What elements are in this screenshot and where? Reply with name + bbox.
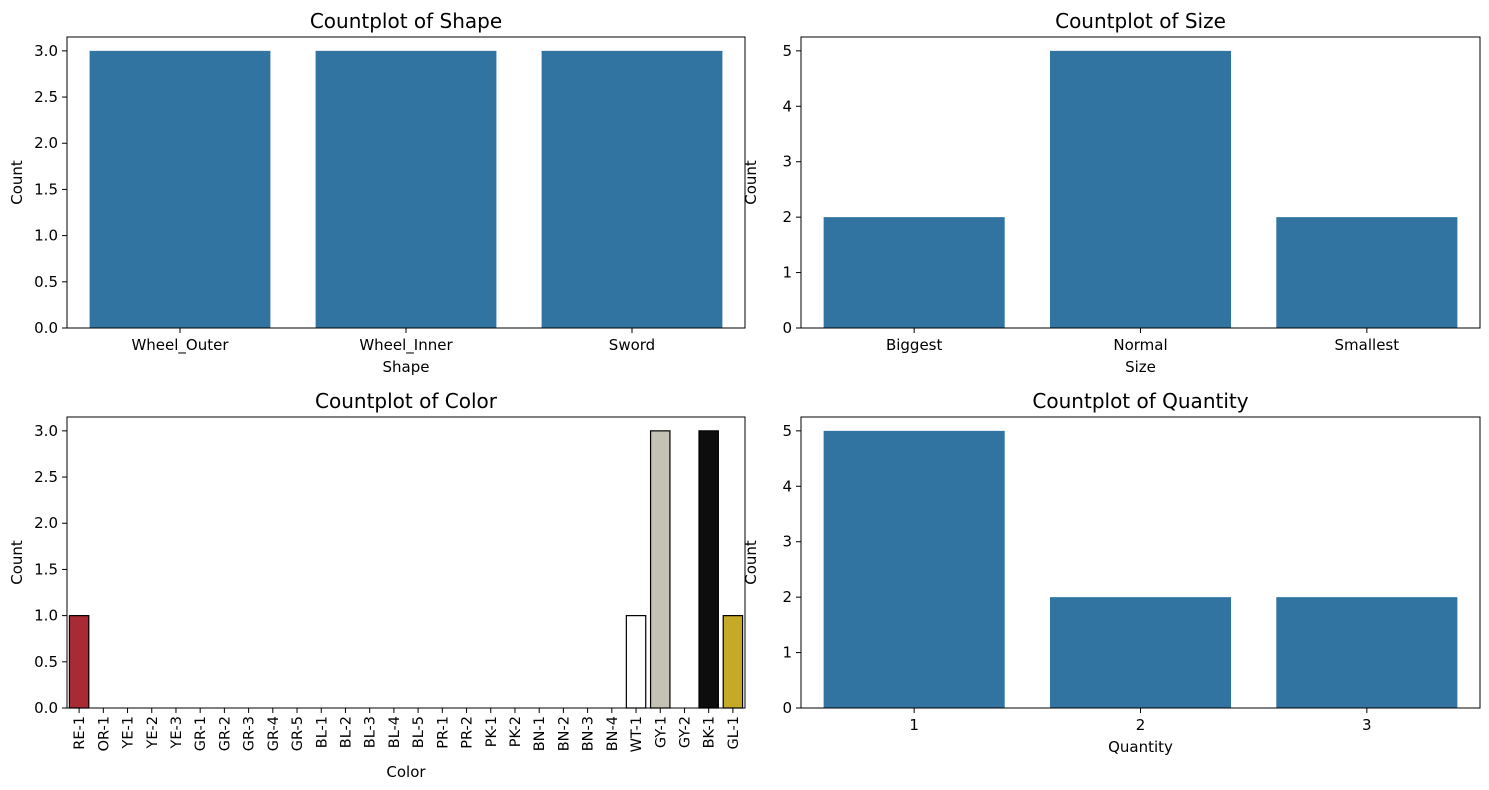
x-tick-label: PR-2 (460, 716, 476, 749)
x-tick-label: PK-2 (508, 716, 524, 747)
y-tick-label: 1.5 (34, 560, 58, 578)
y-tick-label: 3 (782, 533, 792, 551)
y-tick-label: 5 (782, 42, 792, 60)
x-axis-label: Quantity (1108, 738, 1173, 756)
bar-sword (541, 50, 723, 328)
y-axis-label: Count (8, 160, 26, 205)
x-tick-label: GR-1 (193, 716, 209, 751)
x-tick-label: Smallest (1335, 336, 1400, 354)
y-tick-label: 3 (782, 153, 792, 171)
bar-normal (1049, 50, 1232, 328)
x-tick-label: GR-5 (290, 716, 306, 751)
y-tick-label: 2.0 (34, 134, 58, 152)
bar-wheel-inner (315, 50, 497, 328)
x-tick-label: GY-1 (653, 716, 669, 748)
y-axis-label: Count (8, 540, 26, 585)
x-axis-label: Size (1125, 358, 1156, 376)
x-tick-label: Biggest (886, 336, 943, 354)
x-tick-label: WT-1 (629, 716, 645, 752)
y-tick-label: 0.0 (34, 319, 58, 337)
x-tick-label: YE-1 (121, 716, 137, 749)
x-tick-label: BL-2 (338, 716, 354, 748)
bar-gy-1 (649, 430, 671, 709)
y-tick-label: 3.0 (34, 422, 58, 440)
bar-bk-1 (698, 430, 719, 709)
bar-1 (823, 430, 1005, 708)
chart-title: Countplot of Quantity (1032, 389, 1248, 413)
chart-panel-3: 0.0 0.5 1.0 1.5 2.0 2.5 3.0 RE-1 OR-1 YE-1 YE-2 YE-… (8, 389, 746, 781)
y-tick-label: 0 (782, 319, 792, 337)
y-tick-label: 1 (782, 264, 792, 282)
x-tick-label: Wheel_Inner (359, 336, 453, 355)
x-tick-label: OR-1 (96, 716, 112, 751)
y-tick-label: 2 (782, 208, 792, 226)
x-axis-label: Color (386, 763, 426, 781)
x-tick-label: 3 (1362, 716, 1372, 734)
y-tick-label: 2.5 (34, 468, 58, 486)
y-tick-label: 1.0 (34, 607, 58, 625)
y-tick-label: 4 (782, 97, 792, 115)
bar-3 (1276, 597, 1458, 708)
x-tick-label: Wheel_Outer (131, 336, 229, 355)
chart-title: Countplot of Shape (310, 9, 502, 33)
y-axis-label: Count (742, 540, 760, 585)
chart-title: Countplot of Size (1055, 9, 1226, 33)
bar-wt-1 (625, 615, 647, 709)
y-tick-label: 1.0 (34, 227, 58, 245)
chart-panel-4: 0 1 2 3 4 5 1 2 3 Countplot of Quantity Quantity Co… (742, 389, 1481, 756)
x-tick-label: BK-1 (702, 716, 718, 748)
y-tick-label: 2.5 (34, 88, 58, 106)
x-tick-label: RE-1 (72, 716, 88, 750)
x-tick-label: Sword (609, 336, 655, 354)
bar-2 (1049, 597, 1232, 708)
x-tick-label: BN-4 (605, 716, 621, 751)
x-tick-label: GR-4 (266, 716, 282, 751)
bar-smallest (1276, 217, 1458, 328)
y-tick-label: 4 (782, 477, 792, 495)
x-axis-label: Shape (383, 358, 430, 376)
bar-biggest (823, 217, 1005, 328)
y-tick-label: 3.0 (34, 42, 58, 60)
x-tick-label: PR-1 (435, 716, 451, 749)
y-tick-label: 2.0 (34, 514, 58, 532)
y-tick-label: 0 (782, 699, 792, 717)
chart-title: Countplot of Color (315, 389, 498, 413)
x-tick-label: YE-3 (169, 716, 185, 749)
x-tick-label: PK-1 (484, 716, 500, 747)
axes-frame (66, 416, 746, 709)
x-tick-label: BN-3 (581, 716, 597, 751)
bar-gl-1 (722, 615, 744, 709)
y-tick-label: 1.5 (34, 180, 58, 198)
x-tick-label: BL-4 (387, 716, 403, 748)
x-tick-label: YE-2 (145, 716, 161, 749)
x-tick-label: BL-5 (411, 716, 427, 748)
x-tick-label: BL-3 (363, 716, 379, 748)
x-tick-label: Normal (1113, 336, 1167, 354)
y-tick-label: 0.0 (34, 699, 58, 717)
bar-wheel-outer (89, 50, 271, 328)
bar-re-1 (68, 615, 90, 709)
x-tick-label: GY-2 (677, 716, 693, 748)
y-tick-label: 0.5 (34, 273, 58, 291)
y-tick-label: 0.5 (34, 653, 58, 671)
y-tick-label: 1 (782, 644, 792, 662)
x-tick-label: BL-1 (314, 716, 330, 748)
x-tick-label: GR-3 (242, 716, 258, 751)
y-axis-label: Count (742, 160, 760, 205)
x-tick-label: BN-2 (556, 716, 572, 751)
x-tick-label: BN-1 (532, 716, 548, 751)
x-tick-label: 2 (1136, 716, 1146, 734)
chart-panel-2: 0 1 2 3 4 5 Biggest Normal Smallest Countplot of … (742, 9, 1481, 376)
y-tick-label: 2 (782, 588, 792, 606)
x-tick-label: GL-1 (726, 716, 742, 750)
x-tick-label: GR-2 (217, 716, 233, 751)
y-tick-label: 5 (782, 422, 792, 440)
chart-panel-1: 0.0 0.5 1.0 1.5 2.0 2.5 3.0 Wheel_Outer Wheel_In… (8, 9, 746, 376)
x-tick-label: 1 (909, 716, 919, 734)
